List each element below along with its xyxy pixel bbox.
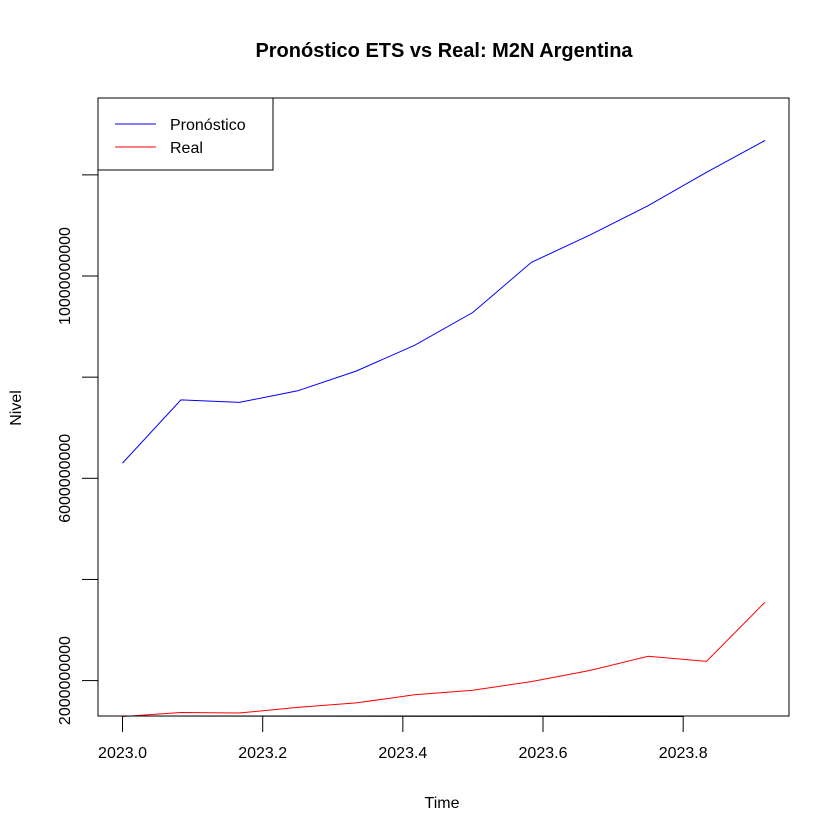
- legend-box: [97, 97, 274, 171]
- x-axis: 2023.0 2023.2 2023.4 2023.6 2023.8: [98, 715, 708, 762]
- y-tick-label: 6000000000: [57, 434, 74, 523]
- series-line-0: [122, 140, 766, 464]
- y-tick-label: 2000000000: [57, 636, 74, 725]
- y-axis: 2000000000 6000000000 10000000000: [57, 174, 99, 725]
- x-tick-label: 2023.0: [98, 745, 147, 762]
- y-tick-label: 10000000000: [57, 227, 74, 325]
- plot-box: [97, 97, 790, 717]
- legend-label-real: Real: [170, 140, 203, 157]
- y-axis-label: Nivel: [8, 390, 25, 426]
- x-tick-label: 2023.4: [378, 745, 427, 762]
- series-layer: [122, 140, 766, 717]
- x-tick-label: 2023.6: [519, 745, 568, 762]
- x-tick-label: 2023.8: [659, 745, 708, 762]
- chart-title: Pronóstico ETS vs Real: M2N Argentina: [255, 40, 633, 62]
- x-axis-label: Time: [425, 795, 460, 812]
- x-tick-label: 2023.2: [238, 745, 287, 762]
- legend: Pronóstico Real: [97, 97, 274, 171]
- plot-area: [97, 97, 790, 717]
- legend-label-pronostico: Pronóstico: [170, 117, 246, 134]
- series-line-1: [122, 601, 766, 717]
